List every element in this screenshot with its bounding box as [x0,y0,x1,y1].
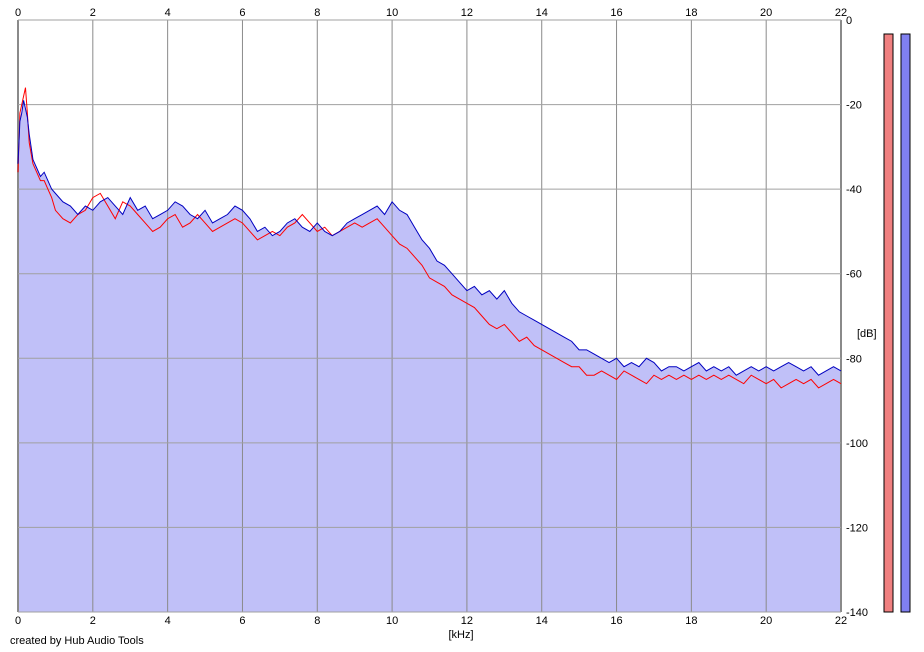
series-layer [17,87,842,389]
y-tick-label: -60 [846,269,862,281]
x-tick-label-bottom: 12 [461,615,473,627]
x-tick-label-bottom: 6 [239,615,245,627]
x-tick-label-bottom: 8 [314,615,320,627]
grid-layer [17,19,842,613]
y-tick-label: 0 [846,15,852,27]
x-tick-label-top: 10 [386,7,398,19]
credit-text: created by Hub Audio Tools [10,635,144,647]
y-tick-label: -20 [846,100,862,112]
x-tick-label-bottom: 14 [536,615,548,627]
tick-layer: 002244668810101212141416161818202022220-… [15,7,868,627]
spectrum-fill [18,100,841,612]
level-meters [883,33,911,613]
y-axis-title: [dB] [857,328,877,340]
x-tick-label-top: 12 [461,7,473,19]
x-tick-label-bottom: 0 [15,615,21,627]
x-tick-label-bottom: 18 [685,615,697,627]
x-tick-label-top: 4 [165,7,171,19]
y-tick-label: -140 [846,607,868,619]
x-tick-label-top: 6 [239,7,245,19]
y-tick-label: -100 [846,438,868,450]
x-tick-label-bottom: 20 [760,615,772,627]
series-line [17,100,842,376]
x-tick-label-bottom: 22 [835,615,847,627]
series-line [17,87,842,389]
y-tick-label: -40 [846,184,862,196]
y-tick-label: -120 [846,522,868,534]
x-tick-label-top: 8 [314,7,320,19]
x-tick-label-bottom: 16 [610,615,622,627]
x-tick-label-bottom: 4 [165,615,171,627]
x-tick-label-top: 0 [15,7,21,19]
level-meter-bar [883,33,894,613]
x-tick-label-top: 16 [610,7,622,19]
x-tick-label-top: 14 [536,7,548,19]
x-tick-label-top: 20 [760,7,772,19]
x-tick-label-bottom: 2 [90,615,96,627]
x-tick-label-top: 22 [835,7,847,19]
x-tick-label-top: 18 [685,7,697,19]
x-tick-label-bottom: 10 [386,615,398,627]
level-meter-bar [900,33,911,613]
x-tick-label-top: 2 [90,7,96,19]
fill-layer [18,100,841,612]
x-axis-title: [kHz] [448,629,473,641]
y-tick-label: -80 [846,353,862,365]
